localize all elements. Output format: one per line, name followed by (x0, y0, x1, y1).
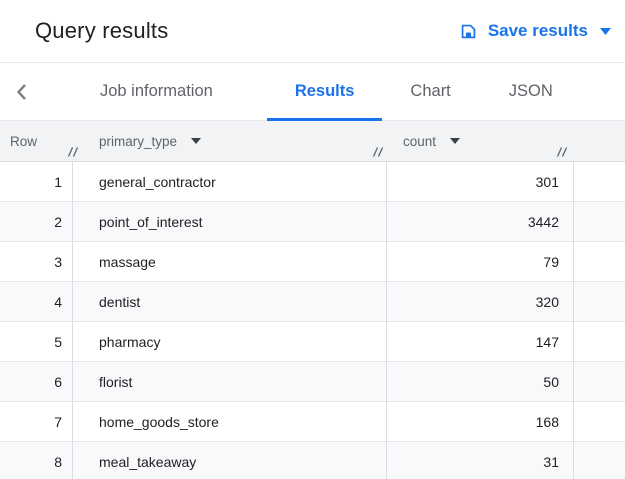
row-number-cell: 7 (0, 402, 73, 441)
column-resize-handle-icon[interactable] (67, 147, 79, 157)
column-menu-caret-icon[interactable] (191, 138, 202, 144)
caret-down-icon (600, 27, 611, 35)
row-number-cell: 4 (0, 282, 73, 321)
table-body: 1 general_contractor 301 2 point_of_interest… (0, 162, 625, 479)
results-table: Row primary_type count (0, 121, 625, 479)
row-number-cell: 2 (0, 202, 73, 241)
row-number-cell: 8 (0, 442, 73, 479)
count-cell: 31 (387, 442, 574, 479)
column-header-row: Row (0, 121, 79, 161)
row-number-cell: 3 (0, 242, 73, 281)
primary-type-cell: florist (73, 362, 387, 401)
primary-type-cell: point_of_interest (73, 202, 387, 241)
table-row: 7 home_goods_store 168 (0, 402, 625, 442)
primary-type-cell: meal_takeaway (73, 442, 387, 479)
save-floppy-icon (459, 22, 478, 41)
count-cell: 3442 (387, 202, 574, 241)
column-resize-handle-icon[interactable] (372, 147, 384, 157)
tab-chart[interactable]: Chart (410, 82, 451, 100)
filler-cell (574, 322, 625, 361)
tab-list: Job information Results Chart JSON (42, 63, 625, 121)
primary-type-cell: dentist (73, 282, 387, 321)
filler-cell (574, 362, 625, 401)
primary-type-cell: general_contractor (73, 162, 387, 201)
column-header-primary-type[interactable]: primary_type (73, 121, 387, 161)
save-results-button[interactable]: Save results (459, 21, 611, 41)
count-cell: 301 (387, 162, 574, 201)
filler-cell (574, 282, 625, 321)
tab-json[interactable]: JSON (508, 82, 553, 100)
count-cell: 50 (387, 362, 574, 401)
chevron-left-icon (15, 83, 28, 101)
row-number-cell: 1 (0, 162, 73, 201)
tabs-scroll-left-button[interactable] (0, 63, 42, 120)
column-header-row-label: Row (10, 133, 38, 149)
count-cell: 168 (387, 402, 574, 441)
count-cell: 320 (387, 282, 574, 321)
primary-type-cell: massage (73, 242, 387, 281)
save-results-label: Save results (487, 21, 588, 40)
tab-bar: Job information Results Chart JSON (0, 63, 625, 121)
count-cell: 147 (387, 322, 574, 361)
filler-cell (574, 162, 625, 201)
table-row: 8 meal_takeaway 31 (0, 442, 625, 479)
row-number-cell: 5 (0, 322, 73, 361)
table-row: 3 massage 79 (0, 242, 625, 282)
table-row: 2 point_of_interest 3442 (0, 202, 625, 242)
column-menu-caret-icon[interactable] (450, 138, 461, 144)
primary-type-cell: pharmacy (73, 322, 387, 361)
count-cell: 79 (387, 242, 574, 281)
filler-cell (574, 402, 625, 441)
column-header-primary-type-label: primary_type (99, 133, 178, 149)
column-header-count-label: count (403, 133, 437, 149)
table-row: 6 florist 50 (0, 362, 625, 402)
column-header-count[interactable]: count (387, 121, 574, 161)
filler-cell (574, 202, 625, 241)
column-header-filler (574, 121, 625, 161)
table-row: 4 dentist 320 (0, 282, 625, 322)
tab-results[interactable]: Results (266, 63, 383, 121)
primary-type-cell: home_goods_store (73, 402, 387, 441)
table-header-row: Row primary_type count (0, 121, 625, 162)
filler-cell (574, 242, 625, 281)
column-resize-handle-icon[interactable] (556, 147, 568, 157)
title-bar: Query results Save results (0, 0, 625, 63)
filler-cell (574, 442, 625, 479)
page-title: Query results (35, 18, 169, 43)
table-row: 1 general_contractor 301 (0, 162, 625, 202)
tab-job-information[interactable]: Job information (100, 82, 213, 100)
table-row: 5 pharmacy 147 (0, 322, 625, 362)
row-number-cell: 6 (0, 362, 73, 401)
